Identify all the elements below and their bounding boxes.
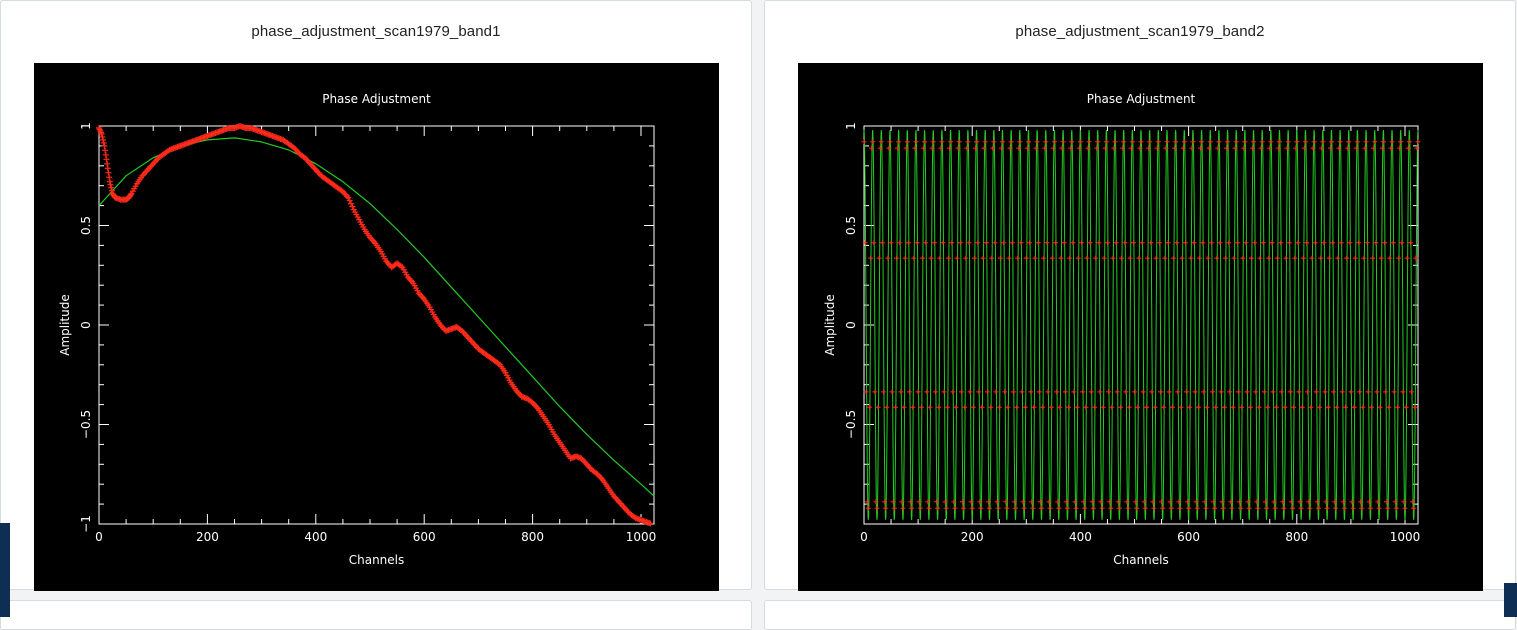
x-tick-label: 400	[1069, 530, 1092, 544]
x-tick-label: 1000	[626, 530, 657, 544]
x-tick-label: 200	[196, 530, 219, 544]
fit-line	[98, 137, 655, 497]
chart-title: Phase Adjustment	[322, 92, 431, 106]
phase-chart: Phase Adjustment Channels Amplitude 0 200 400…	[823, 92, 1421, 567]
y-tick-label: −1	[79, 515, 93, 533]
x-tick-label: 800	[1285, 530, 1308, 544]
x-tick-label: 800	[521, 530, 544, 544]
x-tick-label: 200	[961, 530, 984, 544]
measured-series	[96, 123, 654, 527]
chart-title: Phase Adjustment	[1087, 92, 1196, 106]
y-tick-label: 1	[79, 122, 93, 130]
measured-series	[861, 139, 1421, 511]
plot-image: Phase Adjustment Channels Amplitude 0 200 400…	[34, 63, 719, 591]
x-tick-label: 1000	[1390, 530, 1421, 544]
x-tick-label: 600	[413, 530, 436, 544]
x-tick-label: 400	[304, 530, 327, 544]
y-axis-label: Amplitude	[58, 294, 72, 356]
y-tick-label: 0	[79, 321, 93, 329]
sidebar-toggle-tab-right[interactable]	[1504, 583, 1517, 617]
y-tick-label: 0.5	[79, 216, 93, 235]
x-axis-label: Channels	[1113, 553, 1169, 567]
x-tick-label: 0	[860, 530, 868, 544]
plot-card-band1: phase_adjustment_scan1979_band1 Phase Ad…	[0, 0, 752, 591]
plot-card-band2: phase_adjustment_scan1979_band2 Phase Ad…	[764, 0, 1516, 591]
x-tick-label: 600	[1177, 530, 1200, 544]
x-tick-label: 0	[95, 530, 103, 544]
y-tick-label: 1	[844, 122, 858, 130]
plot-card-band3	[0, 600, 752, 630]
sidebar-toggle-tab[interactable]	[0, 523, 10, 617]
y-tick-label: 0	[844, 321, 858, 329]
y-axis-label: Amplitude	[823, 294, 837, 356]
card-title: phase_adjustment_scan1979_band1	[251, 23, 501, 40]
y-tick-label: −0.5	[844, 410, 858, 439]
y-tick-label: 0.5	[844, 216, 858, 235]
plot-card-band4	[764, 600, 1516, 630]
phase-chart: Phase Adjustment Channels Amplitude 0 200 400…	[58, 92, 657, 567]
fit-curve	[863, 129, 1419, 520]
plot-image: Phase Adjustment Channels Amplitude 0 200 400…	[798, 63, 1483, 591]
y-tick-label: −0.5	[79, 410, 93, 439]
card-title: phase_adjustment_scan1979_band2	[1015, 23, 1265, 40]
x-axis-label: Channels	[349, 553, 405, 567]
plot-frame	[98, 125, 655, 525]
